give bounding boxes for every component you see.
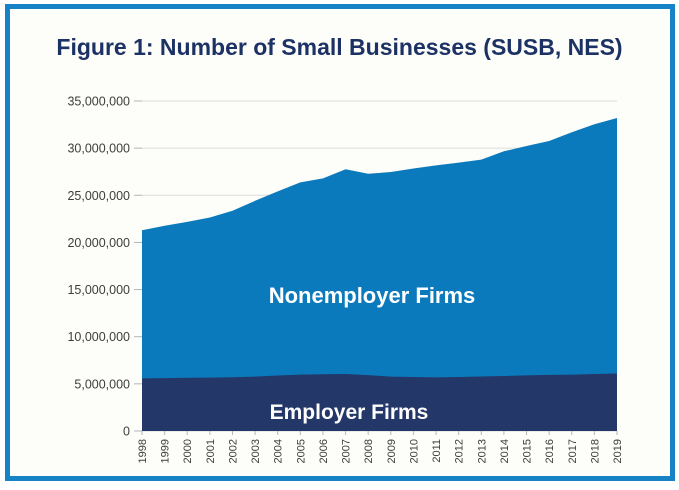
y-axis-label: 0 bbox=[123, 425, 130, 439]
x-axis-label: 2017 bbox=[567, 439, 579, 463]
y-axis-label: 10,000,000 bbox=[67, 330, 130, 344]
nonemployer-area bbox=[142, 118, 617, 431]
y-axis-label: 35,000,000 bbox=[67, 95, 130, 109]
x-axis-label: 2005 bbox=[295, 439, 307, 463]
x-axis-label: 2016 bbox=[544, 439, 556, 463]
x-axis-label: 2014 bbox=[499, 439, 511, 463]
x-axis-label: 2006 bbox=[318, 439, 330, 463]
x-axis-label: 1998 bbox=[137, 439, 149, 463]
x-axis-label: 2007 bbox=[341, 439, 353, 463]
y-axis-label: 30,000,000 bbox=[67, 142, 130, 156]
employer-area bbox=[142, 373, 617, 431]
x-axis-label: 2012 bbox=[454, 439, 466, 463]
y-axis-label: 20,000,000 bbox=[67, 236, 130, 250]
figure-title: Figure 1: Number of Small Businesses (SU… bbox=[56, 34, 623, 60]
x-axis-label: 2001 bbox=[205, 439, 217, 463]
x-axis-label: 2015 bbox=[522, 439, 534, 463]
employer-area-label: Employer Firms bbox=[270, 401, 429, 424]
x-axis-label: 2013 bbox=[476, 439, 488, 463]
x-axis-label: 2000 bbox=[182, 439, 194, 463]
chart-generated-layers: 0 5,000,000 10,000,000 15,000,000 20,000,000… bbox=[67, 95, 624, 464]
x-axis-label: 2003 bbox=[250, 439, 262, 463]
x-axis-label: 2008 bbox=[363, 439, 375, 463]
x-axis-label: 2004 bbox=[273, 439, 285, 463]
y-axis-label: 5,000,000 bbox=[74, 377, 130, 391]
y-axis-label: 25,000,000 bbox=[67, 189, 130, 203]
x-axis-label: 2019 bbox=[612, 439, 624, 463]
x-axis-label: 2018 bbox=[589, 439, 601, 463]
x-axis-label: 2009 bbox=[386, 439, 398, 463]
x-axis-label: 2002 bbox=[228, 439, 240, 463]
y-axis-label: 15,000,000 bbox=[67, 283, 130, 297]
nonemployer-area-label: Nonemployer Firms bbox=[269, 283, 476, 308]
x-axis-label: 2010 bbox=[408, 439, 420, 463]
x-axis-label: 2011 bbox=[431, 439, 443, 463]
x-axis-label: 1999 bbox=[160, 439, 172, 463]
